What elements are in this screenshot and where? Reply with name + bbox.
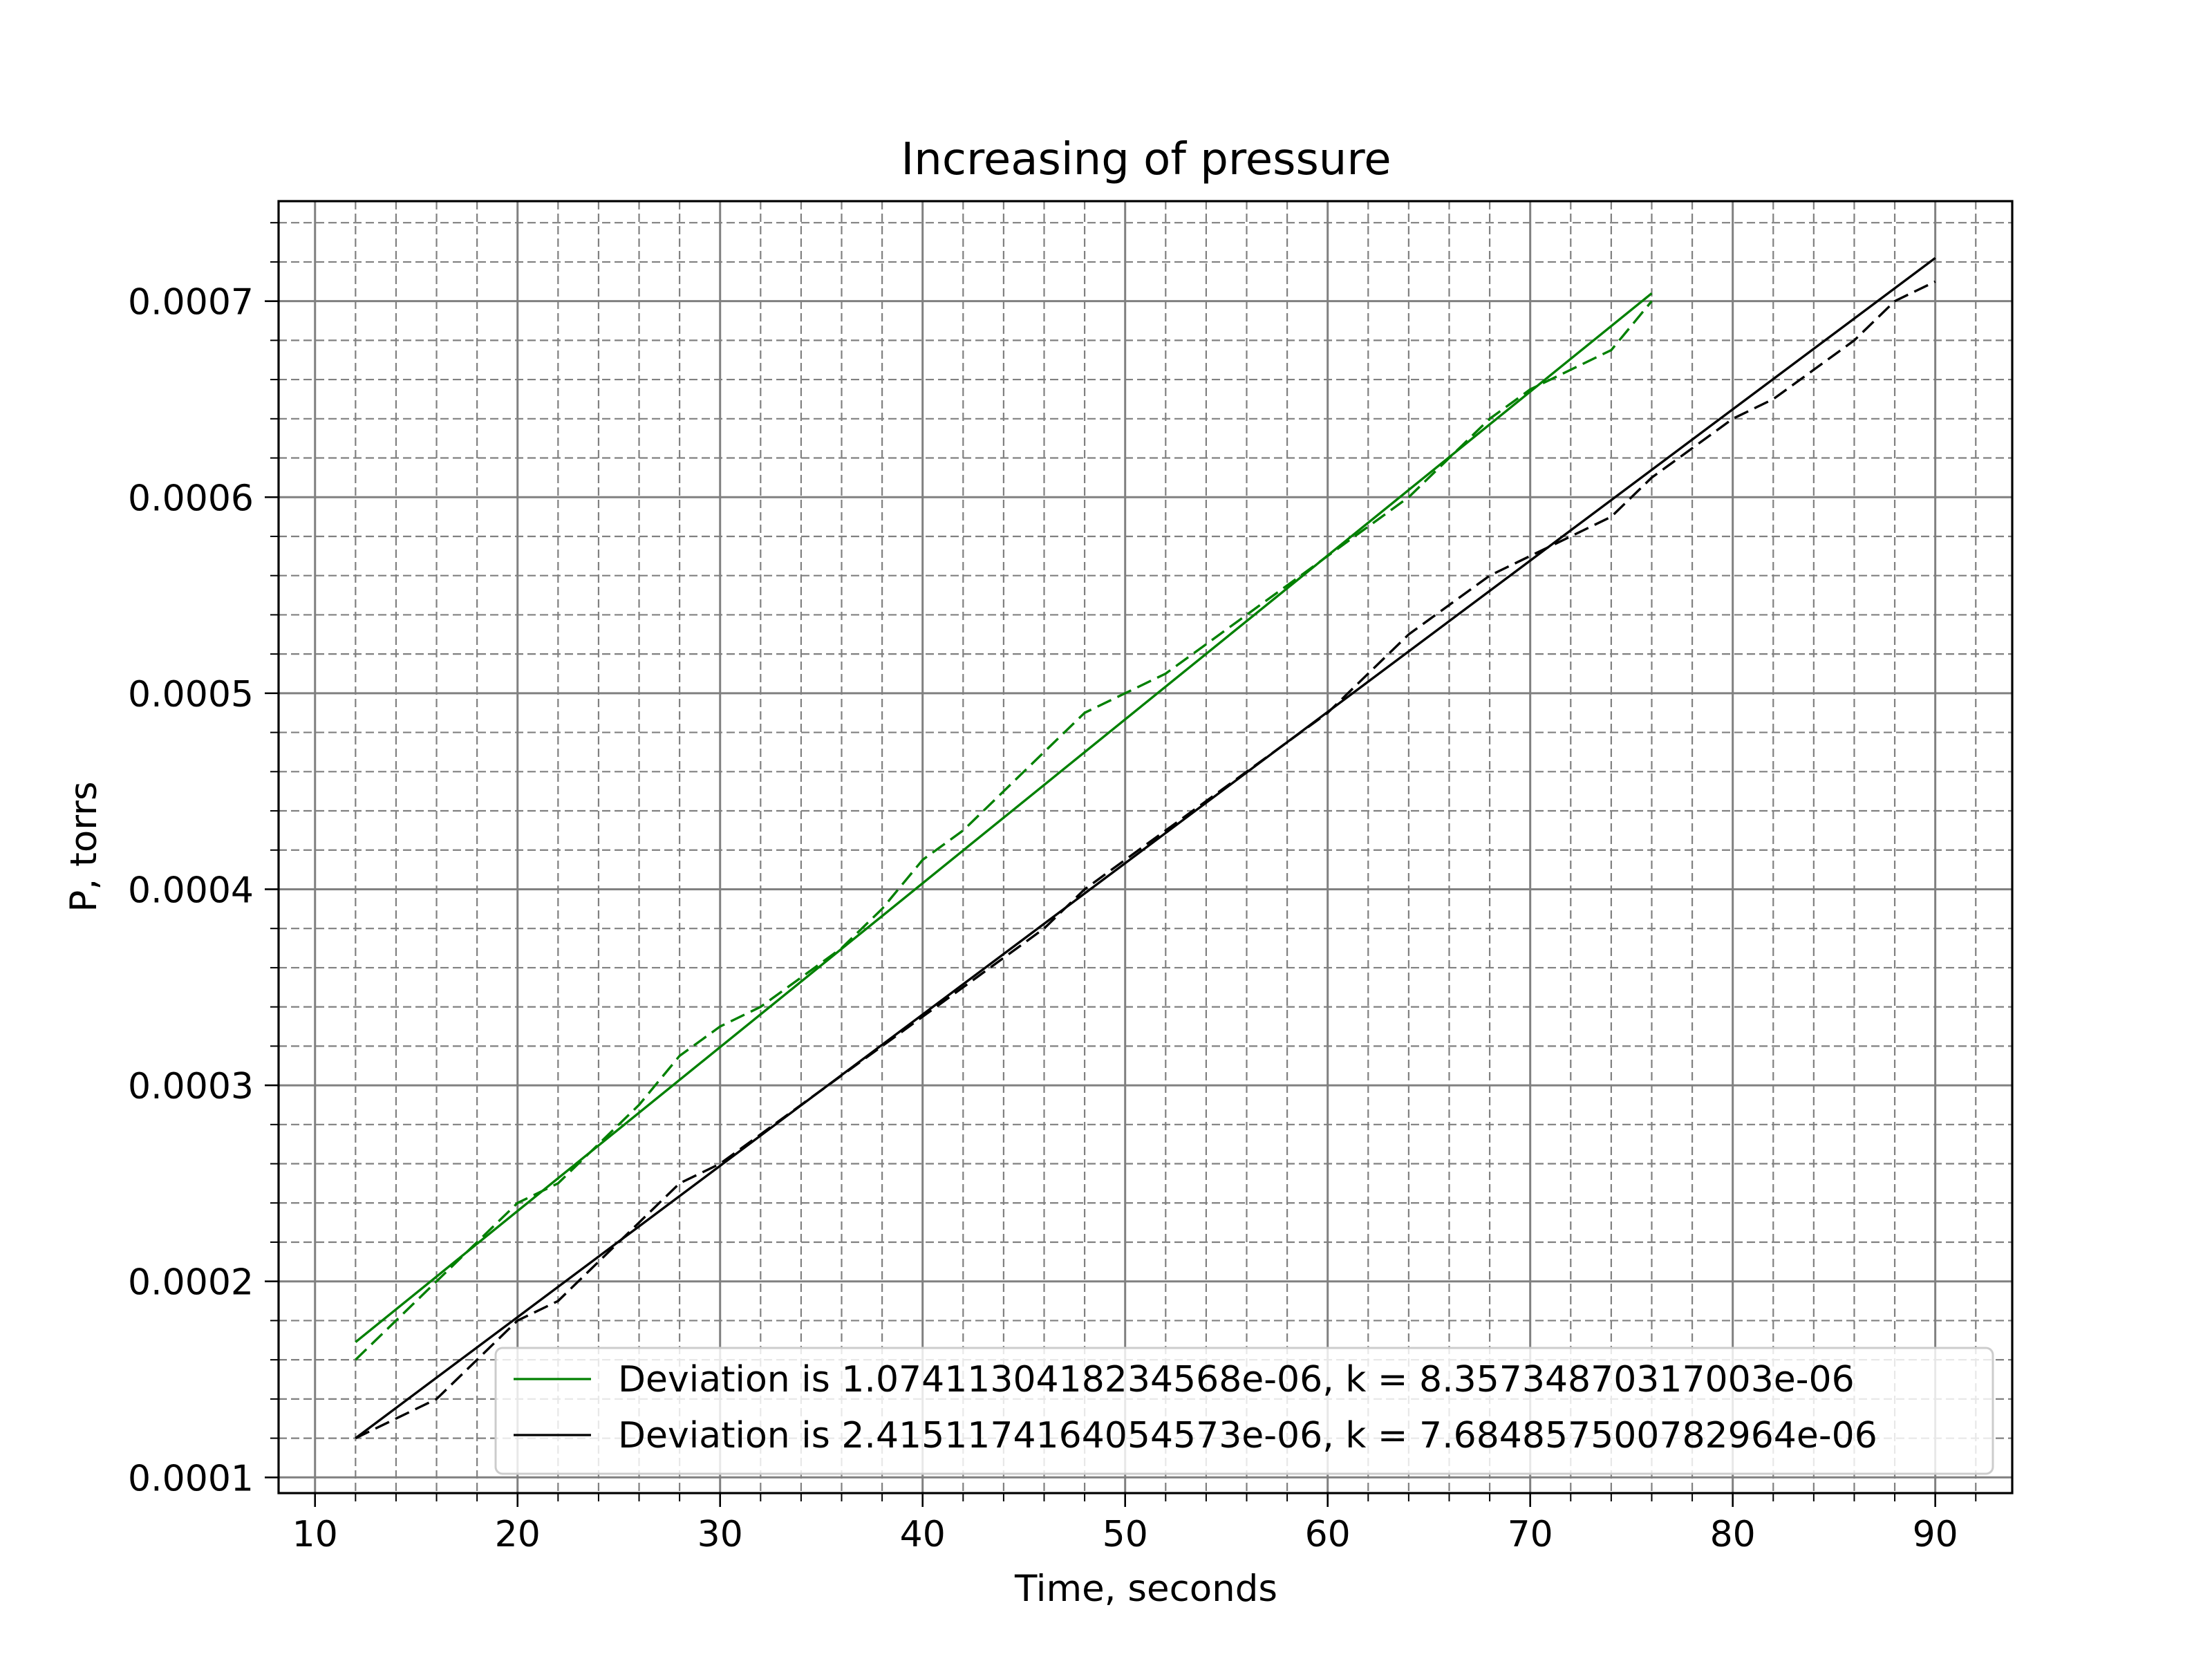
plot-series bbox=[355, 256, 1936, 1440]
y-tick-label: 0.0002 bbox=[128, 1262, 254, 1304]
minor-grid bbox=[279, 201, 2012, 1493]
x-tick-label: 10 bbox=[292, 1514, 338, 1555]
y-tick-label: 0.0001 bbox=[128, 1458, 254, 1499]
black-measured-line bbox=[355, 280, 1936, 1440]
x-tick-label: 30 bbox=[697, 1514, 743, 1555]
x-tick-label: 60 bbox=[1305, 1514, 1351, 1555]
x-tick-label: 70 bbox=[1508, 1514, 1553, 1555]
y-tick-label: 0.0006 bbox=[128, 478, 254, 519]
legend-label-black: Deviation is 2.4151174164054573e-06, k =… bbox=[618, 1415, 1877, 1456]
x-tick-label: 20 bbox=[495, 1514, 541, 1555]
chart-title: Increasing of pressure bbox=[901, 134, 1391, 185]
x-tick-label: 90 bbox=[1913, 1514, 1958, 1555]
y-tick-label: 0.0004 bbox=[128, 870, 254, 911]
legend-box bbox=[494, 1347, 1994, 1475]
legend: Deviation is 1.0741130418234568e-06, k =… bbox=[494, 1347, 1994, 1475]
x-axis-label: Time, seconds bbox=[1014, 1568, 1277, 1610]
y-tick-label: 0.0007 bbox=[128, 282, 254, 324]
green-measured-line bbox=[355, 300, 1653, 1361]
x-tick-label: 50 bbox=[1103, 1514, 1148, 1555]
y-tick-label: 0.0005 bbox=[128, 674, 254, 715]
y-tick-label: 0.0003 bbox=[128, 1066, 254, 1107]
axis-ticks: 10 20 30 40 50 60 70 80 90 0.0001 0.0002 0.0003 0.00… bbox=[128, 222, 1977, 1555]
plot-frame bbox=[277, 200, 2014, 1494]
legend-label-green: Deviation is 1.0741130418234568e-06, k =… bbox=[618, 1359, 1855, 1400]
y-axis-label: P, torrs bbox=[63, 781, 105, 912]
x-tick-label: 80 bbox=[1710, 1514, 1756, 1555]
green-fit-line bbox=[355, 292, 1653, 1343]
major-grid bbox=[279, 201, 2012, 1493]
x-tick-label: 40 bbox=[900, 1514, 946, 1555]
